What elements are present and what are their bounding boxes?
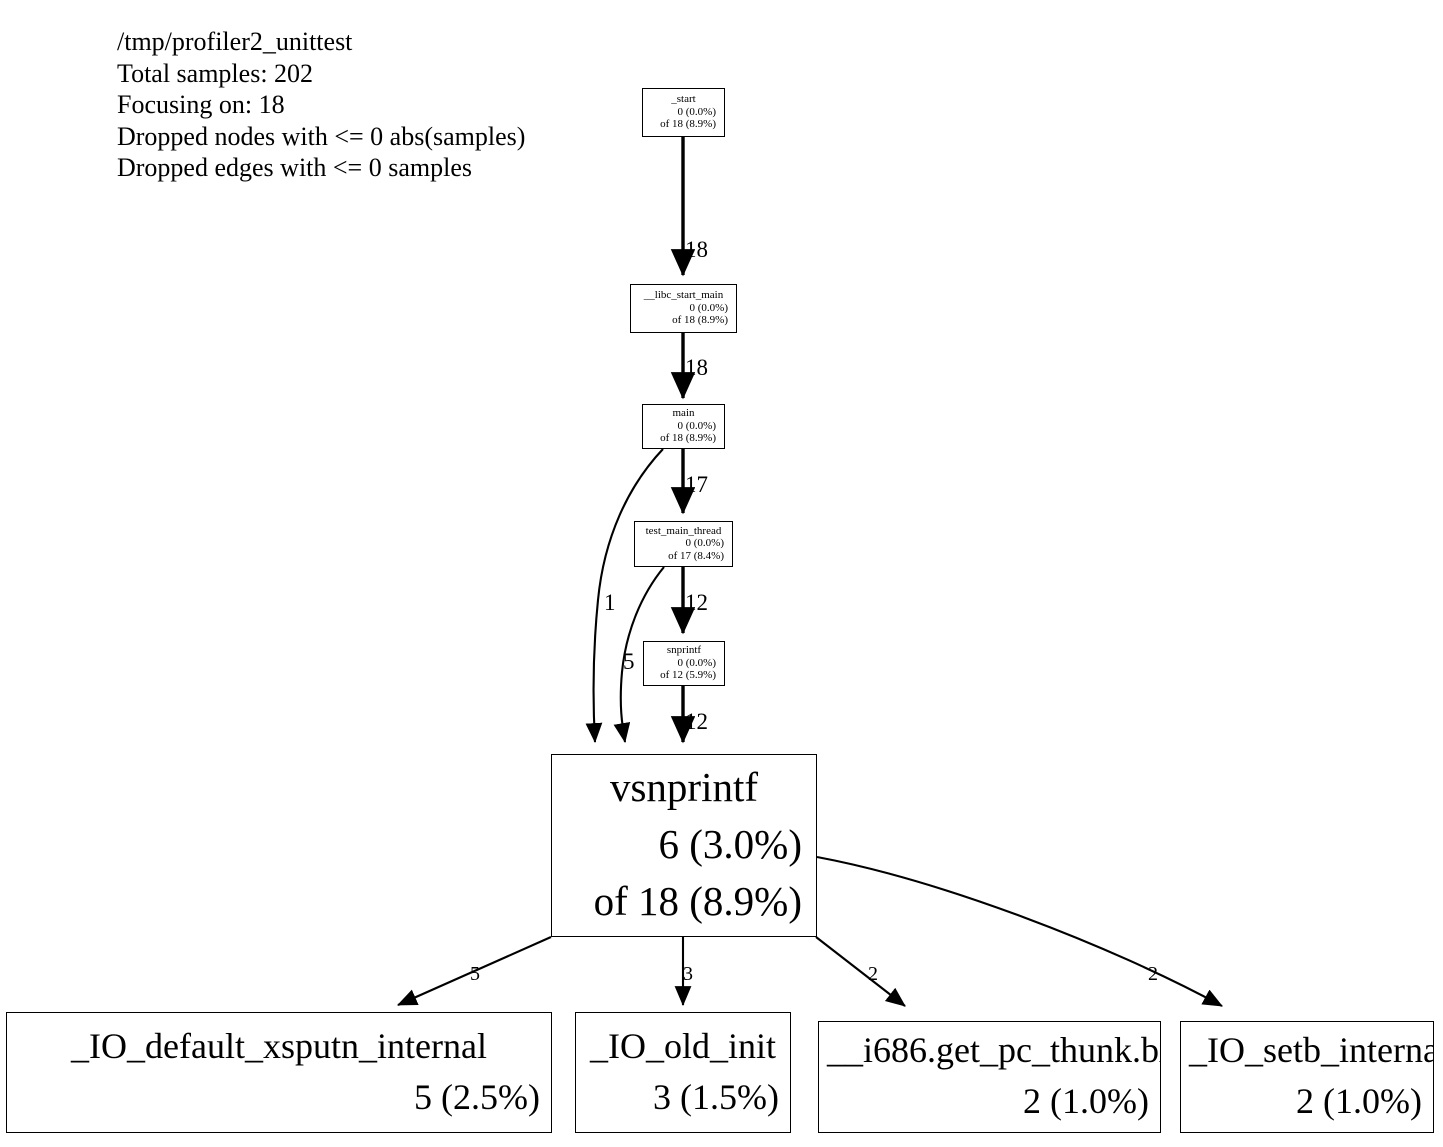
node-self-samples: 0 (0.0%) [685, 537, 725, 550]
caption-total-samples: Total samples: 202 [117, 58, 314, 88]
edge-label-libc_start_main-to-main: 18 [685, 355, 708, 380]
graph-caption: /tmp/profiler2_unittest Total samples: 2… [117, 26, 525, 184]
node-label: _start [671, 93, 696, 106]
caption-dropped-nodes: Dropped nodes with <= 0 abs(samples) [117, 121, 526, 151]
node-label: _IO_setb_internal [1189, 1030, 1434, 1070]
node-label: __i686.get_pc_thunk.bx [827, 1030, 1161, 1070]
node-self-samples: 5 (2.5%) [414, 1076, 540, 1117]
node-label: vsnprintf [609, 764, 759, 810]
node-label: main [672, 407, 695, 420]
node-__i686.get_pc_thunk.bx[interactable]: __i686.get_pc_thunk.bx 2 (1.0%) [818, 1021, 1161, 1133]
node-self-samples: 6 (3.0%) [658, 821, 802, 867]
node-label: __libc_start_main [643, 289, 724, 302]
edge-label-vsnprintf-to-io_default_xsputn_internal: 5 [470, 963, 480, 985]
caption-focusing-on: Focusing on: 18 [117, 90, 285, 119]
node-__libc_start_main[interactable]: __libc_start_main 0 (0.0%) of 18 (8.9%) [630, 284, 737, 333]
node-label: _IO_default_xsputn_internal [71, 1025, 487, 1066]
node-label: snprintf [666, 644, 702, 657]
edge-label-vsnprintf-to-io_old_init: 3 [683, 963, 693, 985]
node-total-samples: of 12 (5.9%) [660, 669, 716, 682]
node-total-samples: of 18 (8.9%) [660, 432, 716, 445]
node-total-samples: of 18 (8.9%) [593, 878, 802, 924]
node-self-samples: 3 (1.5%) [653, 1076, 779, 1117]
caption-binary-path: /tmp/profiler2_unittest [117, 27, 353, 56]
node-self-samples: 0 (0.0%) [677, 105, 717, 118]
node-self-samples: 2 (1.0%) [1023, 1081, 1149, 1121]
edge-label-vsnprintf-to-io_setb_internal: 2 [1148, 963, 1158, 985]
node-vsnprintf[interactable]: vsnprintf 6 (3.0%) of 18 (8.9%) [551, 754, 817, 937]
caption-dropped-edges: Dropped edges with <= 0 samples [117, 153, 472, 182]
node-label: _IO_old_init [590, 1025, 776, 1066]
node-_IO_setb_internal[interactable]: _IO_setb_internal 2 (1.0%) [1180, 1021, 1434, 1133]
edge-label-test_main_thread-to-snprintf: 12 [685, 590, 708, 615]
edge-label-test_main_thread-to-vsnprintf: 5 [623, 649, 635, 674]
node-self-samples: 0 (0.0%) [677, 419, 717, 432]
node-total-samples: of 18 (8.9%) [660, 118, 716, 131]
edge-label-start-to-libc_start_main: 18 [685, 237, 708, 262]
node-_IO_old_init[interactable]: _IO_old_init 3 (1.5%) [575, 1012, 791, 1133]
node-self-samples: 2 (1.0%) [1296, 1081, 1422, 1121]
node-label: test_main_thread [645, 524, 722, 537]
node-total-samples: of 17 (8.4%) [668, 549, 724, 562]
node-main[interactable]: main 0 (0.0%) of 18 (8.9%) [642, 404, 725, 449]
node-self-samples: 0 (0.0%) [677, 656, 717, 669]
node-total-samples: of 18 (8.9%) [672, 314, 728, 327]
node-test_main_thread[interactable]: test_main_thread 0 (0.0%) of 17 (8.4%) [634, 521, 733, 567]
edge-label-main-to-vsnprintf: 1 [604, 590, 616, 615]
node-self-samples: 0 (0.0%) [689, 301, 729, 314]
node-_IO_default_xsputn_internal[interactable]: _IO_default_xsputn_internal 5 (2.5%) [6, 1012, 552, 1133]
node-_start[interactable]: _start 0 (0.0%) of 18 (8.9%) [642, 88, 725, 137]
node-snprintf[interactable]: snprintf 0 (0.0%) of 12 (5.9%) [643, 641, 725, 686]
edge-label-snprintf-to-vsnprintf: 12 [685, 709, 708, 734]
edge-vsnprintf-to-i686_get_pc_thunk_bx [815, 936, 906, 1007]
edge-label-main-to-test_main_thread: 17 [685, 472, 708, 497]
edge-label-vsnprintf-to-i686_get_pc_thunk_bx: 2 [868, 963, 878, 985]
